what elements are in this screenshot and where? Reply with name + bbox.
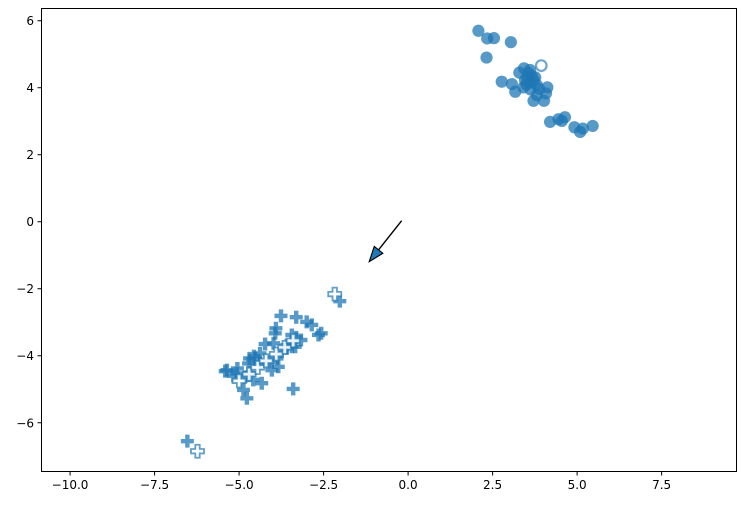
scatter-point-plus (255, 376, 269, 390)
scatter-point-plus-open (277, 339, 293, 355)
x-tick-label: 2.5 (483, 478, 502, 492)
scatter-point-circle (509, 85, 522, 98)
scatter-point-circle (558, 111, 572, 124)
y-tick-label: 2 (26, 148, 34, 162)
scatter-point-plus (180, 434, 194, 448)
scatter-point-circle-open (534, 59, 548, 73)
scatter-point-plus-open (268, 346, 284, 362)
scatter-point-plus (230, 361, 244, 375)
scatter-point-plus (294, 333, 308, 347)
scatter-point-plus-open (241, 366, 257, 382)
scatter-point-plus (218, 364, 232, 378)
x-tick-label: −5.0 (225, 478, 254, 492)
scatter-point-plus (240, 391, 254, 405)
scatter-point-plus-open (231, 373, 247, 389)
scatter-point-circle (527, 94, 540, 107)
scatter-point-circle (487, 32, 501, 45)
scatter-point-circle (537, 94, 551, 107)
x-tick-label: −7.5 (140, 478, 169, 492)
scatter-point-circle (472, 24, 485, 37)
scatter-point-plus-open (250, 360, 266, 375)
scatter-point-plus-open (285, 333, 301, 349)
y-tick-label: 6 (26, 14, 34, 28)
x-tick-label: −10.0 (52, 478, 89, 492)
scatter-point-plus (236, 383, 250, 397)
y-tick-label: 4 (26, 81, 34, 95)
annotation-arrow-line (373, 220, 403, 256)
scatter-point-plus (300, 315, 314, 329)
scatter-point-plus (248, 351, 262, 365)
x-tick-label: 0.0 (399, 478, 418, 492)
scatter-point-plus (312, 328, 326, 342)
scatter-point-plus (226, 369, 240, 383)
scatter-point-plus (333, 294, 347, 308)
annotation-arrow-head (368, 245, 384, 263)
scatter-point-plus (268, 326, 282, 340)
x-tick-label: 5.0 (568, 478, 587, 492)
scatter-point-plus (253, 346, 267, 360)
scatter-point-plus (246, 373, 260, 387)
scatter-point-plus-open (258, 353, 274, 369)
y-tick-label: −6 (16, 416, 34, 430)
scatter-point-circle (480, 51, 493, 64)
scatter-point-plus (265, 363, 279, 377)
scatter-point-plus (242, 356, 256, 370)
scatter-point-circle (520, 78, 533, 91)
y-tick-label: −2 (16, 282, 34, 296)
scatter-point-plus-open (327, 286, 343, 302)
scatter-point-plus (274, 309, 288, 323)
scatter-point-plus (267, 336, 281, 350)
scatter-point-circle (586, 119, 599, 133)
scatter-point-plus (258, 337, 272, 351)
x-tick-label: 7.5 (652, 478, 671, 492)
scatter-point-circle (495, 75, 508, 88)
y-tick-label: −4 (16, 349, 34, 363)
axes-spines (41, 8, 737, 472)
x-tick-label: −2.5 (309, 478, 338, 492)
scatter-point-plus (271, 360, 285, 374)
scatter-point-circle (576, 122, 589, 135)
scatter-point-plus (289, 310, 303, 324)
y-tick-label: 0 (26, 215, 34, 229)
scatter-point-circle (533, 82, 546, 96)
scatter-point-plus-open (190, 443, 205, 459)
scatter-point-plus (305, 318, 319, 332)
scatter-point-plus (286, 382, 300, 396)
scatter-point-circle (529, 71, 542, 84)
scatter-point-circle (504, 36, 517, 49)
